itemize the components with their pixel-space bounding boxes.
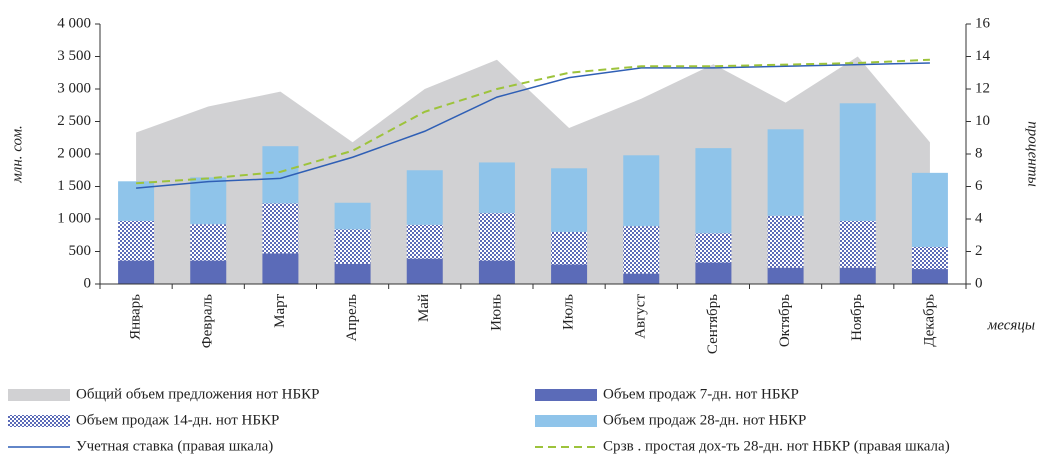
x-tick-label: Август xyxy=(633,294,649,339)
bar xyxy=(695,262,732,284)
bar xyxy=(623,273,660,284)
bar xyxy=(478,162,515,214)
bar xyxy=(767,267,804,284)
bar xyxy=(406,170,443,225)
legend-swatch xyxy=(8,415,70,427)
bar xyxy=(478,260,515,284)
x-tick-label: Сентябрь xyxy=(705,294,721,354)
x-tick-label: Январь xyxy=(128,294,144,340)
bar xyxy=(695,233,732,263)
bar xyxy=(334,229,371,264)
y-tick-label: 3 500 xyxy=(57,48,91,64)
y2-tick-label: 0 xyxy=(975,275,983,291)
legend-swatch xyxy=(8,389,70,401)
bar xyxy=(406,258,443,284)
y-tick-label: 500 xyxy=(69,243,92,259)
bar xyxy=(190,260,227,284)
x-tick-label: Октябрь xyxy=(777,294,793,347)
x-tick-label: Июль xyxy=(561,294,577,330)
y2-tick-label: 6 xyxy=(975,178,983,194)
legend-swatch xyxy=(535,415,597,427)
x-axis-label: месяцы xyxy=(987,317,1035,333)
legend-label: Объем продаж 28-дн. нот НБКР xyxy=(603,412,806,428)
bar xyxy=(190,177,227,225)
bar xyxy=(911,269,948,284)
bar xyxy=(334,263,371,284)
y2-tick-label: 16 xyxy=(975,15,991,31)
legend-label: Учетная ставка (правая шкала) xyxy=(76,438,273,454)
bar xyxy=(839,220,876,268)
bar xyxy=(839,267,876,284)
x-tick-label: Декабрь xyxy=(921,294,937,347)
bar xyxy=(118,260,155,284)
y-tick-label: 1 000 xyxy=(57,210,91,226)
x-tick-label: Июнь xyxy=(488,294,504,331)
legend-label: Срзв . простая дох-ть 28-дн. нот НБКР (п… xyxy=(603,438,950,454)
bar xyxy=(262,253,299,284)
y2-tick-label: 8 xyxy=(975,145,983,161)
legend-label: Объем продаж 14-дн. нот НБКР xyxy=(76,412,279,428)
x-tick-label: Май xyxy=(416,294,432,322)
bar xyxy=(262,203,299,254)
bar xyxy=(623,155,660,227)
bar xyxy=(118,220,155,261)
bar xyxy=(551,264,588,284)
y2-tick-label: 12 xyxy=(975,80,990,96)
bar xyxy=(190,224,227,261)
y-axis-label: млн. сом. xyxy=(9,125,25,184)
x-tick-label: Февраль xyxy=(200,294,216,348)
y-tick-label: 0 xyxy=(84,275,92,291)
y-tick-label: 2 500 xyxy=(57,113,91,129)
y-tick-label: 3 000 xyxy=(57,80,91,96)
bar xyxy=(839,103,876,221)
bar xyxy=(695,148,732,234)
x-tick-label: Март xyxy=(272,294,288,328)
x-tick-label: Апрель xyxy=(344,294,360,342)
line xyxy=(136,58,930,185)
bar xyxy=(767,215,804,268)
y-tick-label: 4 000 xyxy=(57,15,91,31)
bar xyxy=(551,232,588,265)
bar xyxy=(478,213,515,261)
legend-label: Объем продаж 7-дн. нот НБКР xyxy=(603,386,799,402)
bar xyxy=(767,129,804,216)
bar xyxy=(623,226,660,274)
legend-label: Общий объем предложения нот НБКР xyxy=(76,386,319,402)
y2-tick-label: 10 xyxy=(975,113,990,129)
y2-tick-label: 2 xyxy=(975,243,983,259)
y2-tick-label: 14 xyxy=(975,48,991,64)
y2-tick-label: 4 xyxy=(975,210,983,226)
line xyxy=(136,62,930,189)
x-tick-label: Ноябрь xyxy=(849,294,865,341)
y2-axis-label: проценты xyxy=(1025,121,1041,186)
legend-swatch xyxy=(535,389,597,401)
bar xyxy=(911,172,948,247)
y-tick-label: 1 500 xyxy=(57,178,91,194)
bar xyxy=(911,246,948,270)
bar xyxy=(551,168,588,232)
y-tick-label: 2 000 xyxy=(57,145,91,161)
bar xyxy=(406,224,443,259)
area xyxy=(136,56,930,284)
bar xyxy=(334,202,371,230)
